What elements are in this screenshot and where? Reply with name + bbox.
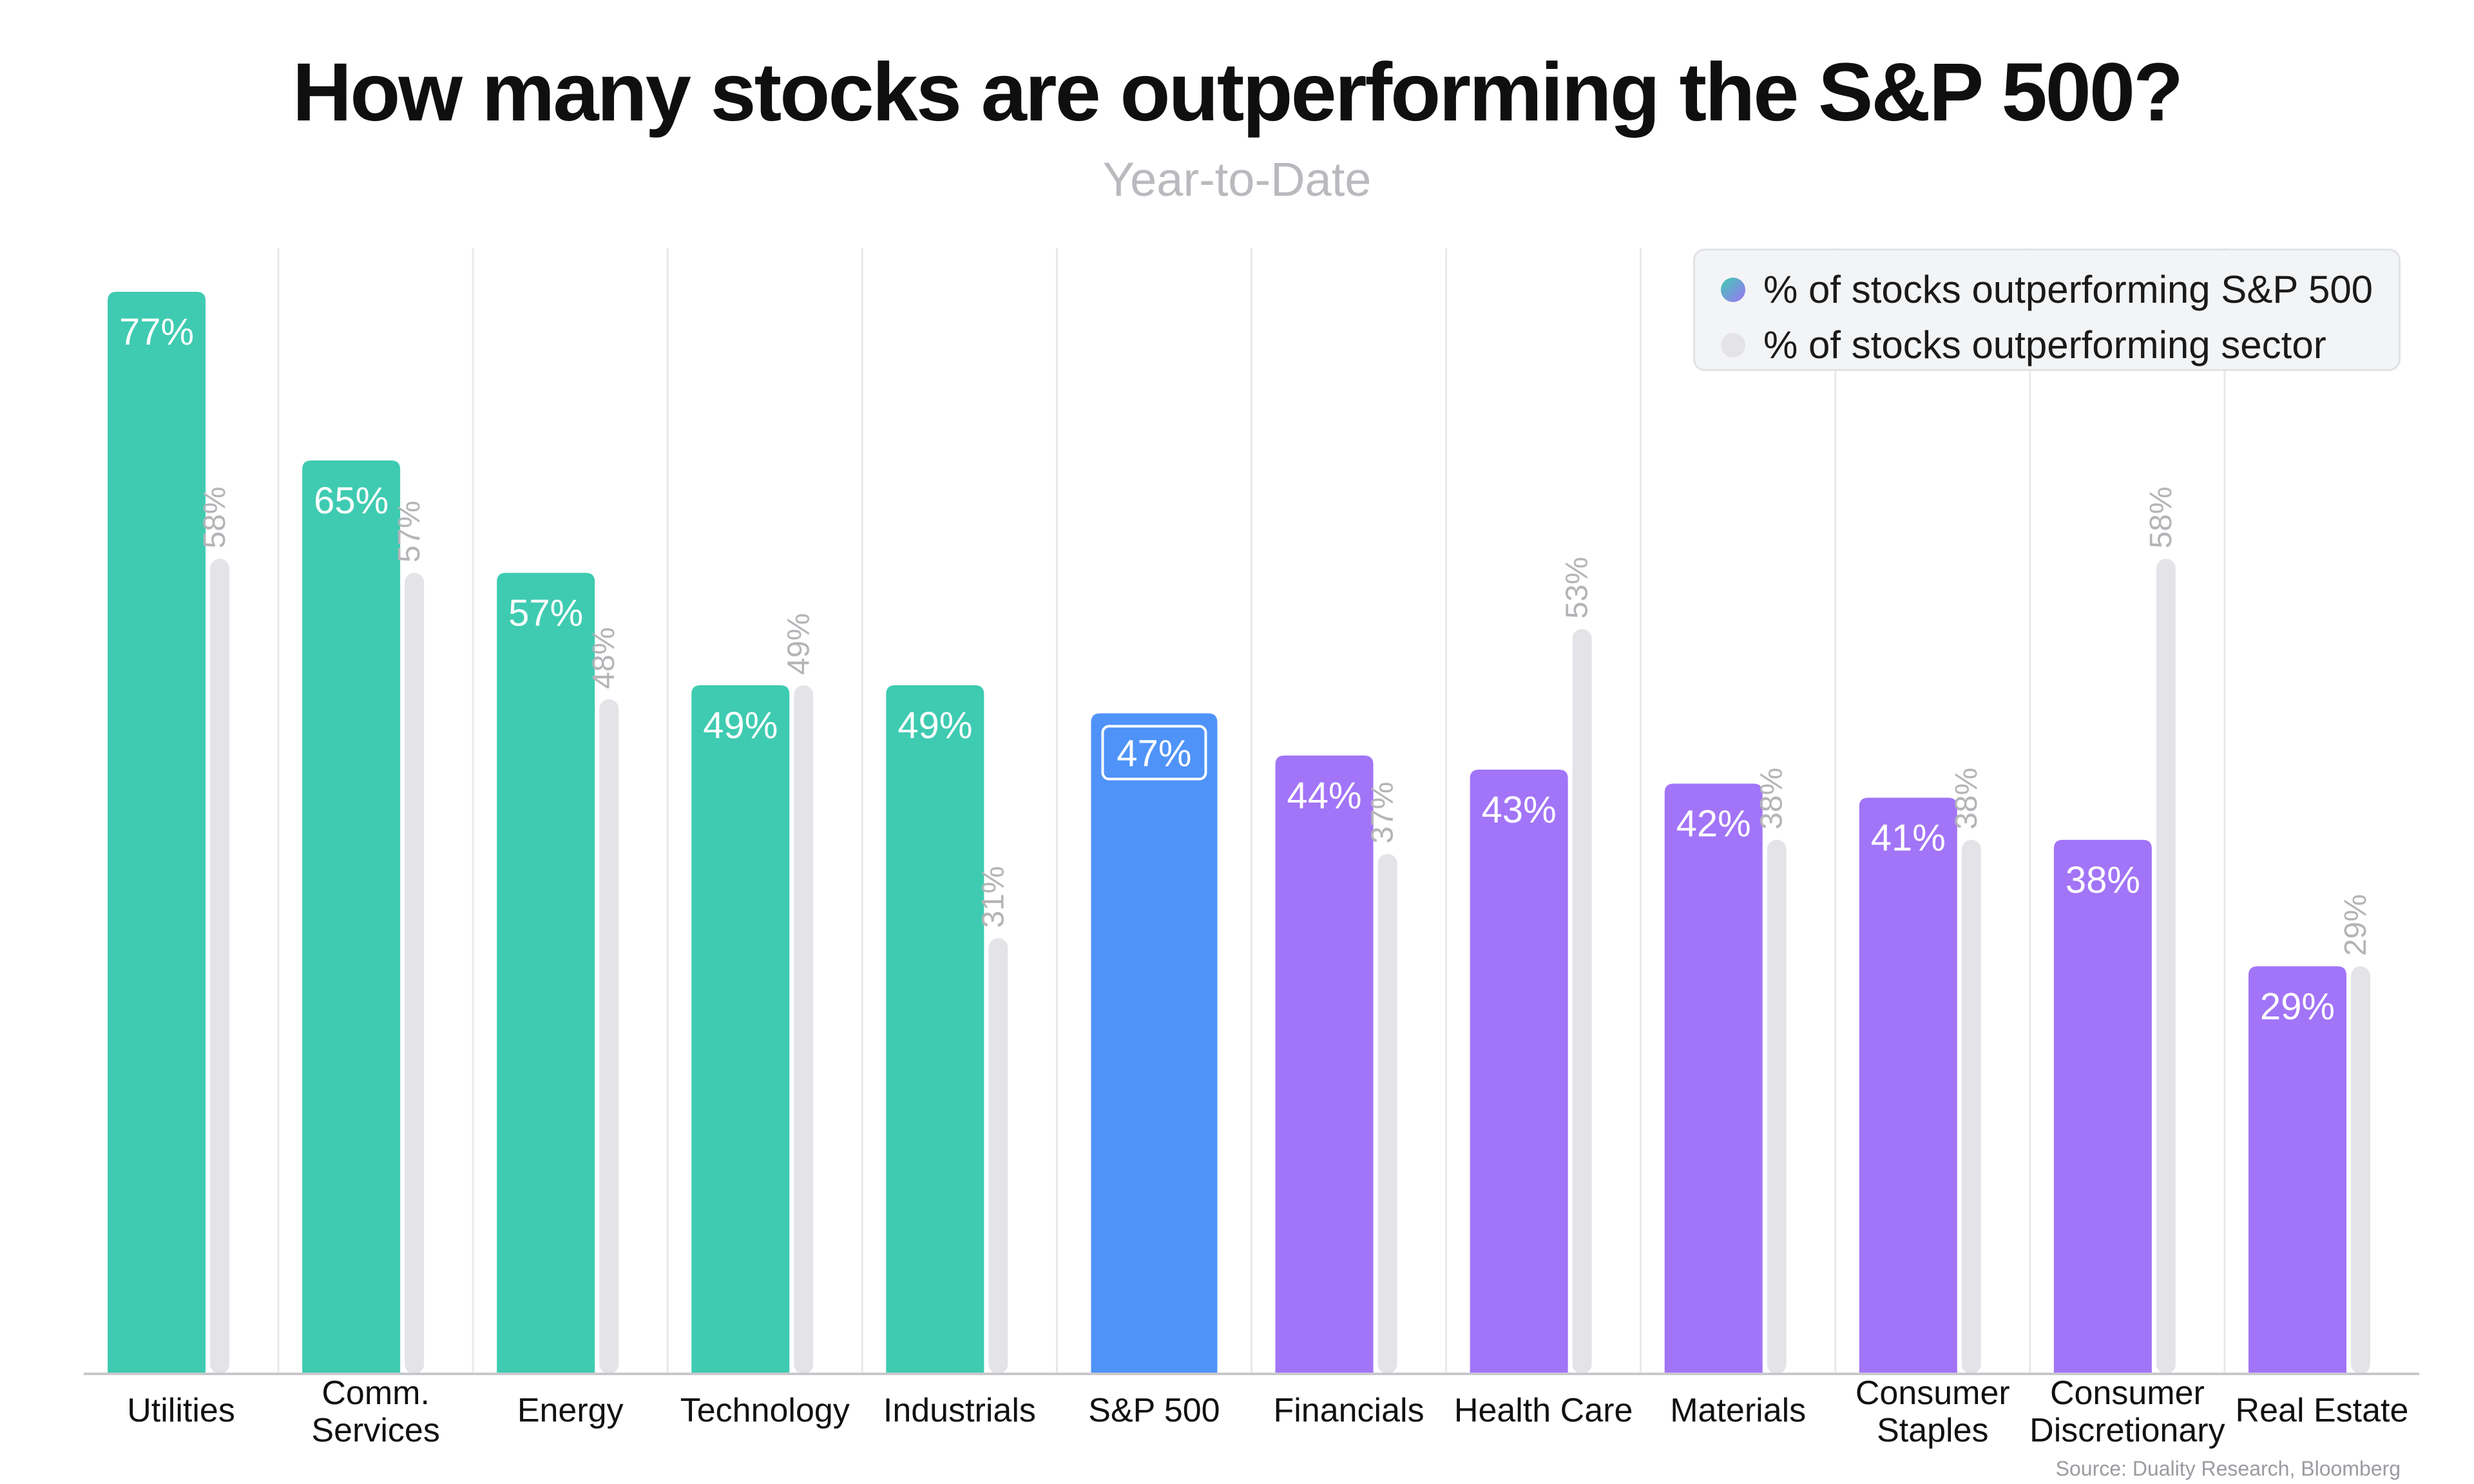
x-tick-label: Consumer Staples [1856, 1375, 2010, 1449]
bar-sector-outperformance [599, 699, 619, 1374]
x-tick-label: Real Estate [2236, 1392, 2409, 1429]
bar-value-label: 47% [1117, 733, 1191, 775]
sector-value-label: 49% [782, 613, 816, 675]
sector-value-label: 48% [587, 627, 621, 689]
bar-value-label: 43% [1482, 789, 1557, 831]
bar-sp500-outperformance [2248, 966, 2346, 1374]
legend-swatch-outperforming-sp500 [1721, 277, 1745, 302]
bar-value-label: 29% [2260, 985, 2335, 1027]
x-tick-label: Technology [680, 1392, 850, 1429]
bar-value-label: 49% [897, 705, 972, 747]
x-tick-label: Energy [517, 1392, 624, 1429]
bar-sp500-outperformance [1859, 797, 1957, 1374]
x-tick-label: Financials [1273, 1392, 1424, 1429]
sector-value-label: 31% [976, 866, 1010, 928]
bar-sector-outperformance [1572, 629, 1592, 1374]
bar-sector-outperformance [2156, 558, 2176, 1375]
bar-sp500-outperformance [1664, 783, 1763, 1374]
bar-sp500-outperformance [691, 685, 790, 1374]
sector-value-label: 57% [392, 500, 427, 562]
bar-value-label: 65% [314, 480, 388, 522]
bar-sp500-outperformance [886, 685, 984, 1374]
bar-sector-outperformance [1767, 839, 1787, 1374]
bar-sp500-outperformance [302, 460, 401, 1375]
sector-value-label: 58% [2144, 486, 2178, 548]
bar-sector-outperformance [2350, 966, 2370, 1374]
bar-value-label: 44% [1287, 775, 1361, 817]
legend-item-outperforming-sp500: % of stocks outperforming S&P 500 [1721, 267, 2373, 312]
highlight-box [1101, 725, 1207, 781]
bar-sp500-outperformance [497, 573, 595, 1374]
bar-sector-outperformance [988, 938, 1008, 1374]
bar-value-label: 42% [1676, 803, 1751, 845]
bar-sector-outperformance [405, 573, 425, 1374]
bar-sp500-outperformance [108, 292, 206, 1374]
x-tick-label: Materials [1670, 1392, 1806, 1429]
bar-sector-outperformance [794, 685, 814, 1374]
legend-item-outperforming-sector: % of stocks outperforming sector [1721, 323, 2326, 367]
sector-value-label: 37% [1366, 782, 1400, 844]
sector-value-label: 29% [2339, 894, 2373, 956]
legend-label: % of stocks outperforming S&P 500 [1763, 268, 2373, 311]
source-note: Source: Duality Research, Bloomberg [2055, 1457, 2401, 1480]
x-tick-label: Health Care [1454, 1392, 1633, 1429]
bar-value-label: 77% [119, 311, 194, 353]
sector-value-label: 58% [198, 486, 232, 548]
bar-sector-outperformance [210, 558, 230, 1375]
bar-sp500-outperformance [1470, 769, 1568, 1374]
bar-value-label: 49% [703, 705, 778, 747]
bar-sp500-outperformance [1275, 756, 1374, 1374]
x-tick-label: Comm. Services [311, 1375, 439, 1449]
x-tick-label: S&P 500 [1088, 1392, 1220, 1429]
chart-subtitle: Year-to-Date [1102, 153, 1372, 206]
bar-value-label: 57% [508, 592, 583, 634]
legend: % of stocks outperforming S&P 500 % of s… [1693, 249, 2401, 371]
sector-value-label: 53% [1560, 557, 1595, 619]
chart-title: How many stocks are outperforming the S&… [292, 46, 2183, 138]
bar-sector-outperformance [1377, 853, 1397, 1374]
legend-swatch-outperforming-sector [1721, 332, 1745, 357]
legend-label: % of stocks outperforming sector [1763, 323, 2326, 366]
bar-sp500-outperformance [2053, 839, 2152, 1374]
sector-value-label: 38% [1950, 768, 1984, 830]
bar-sector-outperformance [1961, 839, 1981, 1374]
bar-value-label: 38% [2066, 859, 2140, 901]
x-tick-label: Consumer Discretionary [2029, 1375, 2225, 1449]
bar-sp500-outperformance [1091, 713, 1218, 1374]
bar-value-label: 41% [1871, 817, 1946, 859]
x-tick-label: Utilities [127, 1392, 235, 1429]
sector-value-label: 38% [1755, 768, 1789, 830]
x-tick-label: Industrials [883, 1392, 1036, 1429]
